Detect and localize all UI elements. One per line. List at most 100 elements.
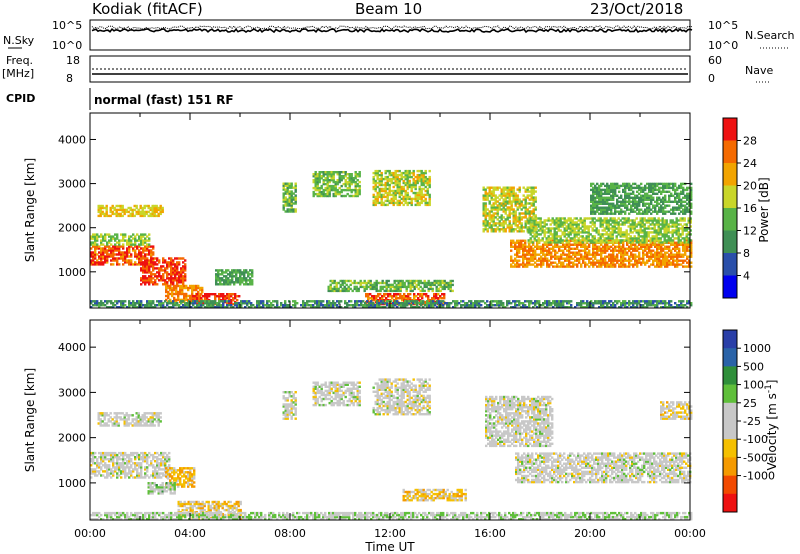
power-region bbox=[312, 171, 361, 198]
velocity-region bbox=[312, 381, 361, 407]
date-title: 23/Oct/2018 bbox=[590, 0, 683, 18]
nsearch-label: N.Search bbox=[745, 29, 795, 42]
power-colorbar-swatch bbox=[723, 118, 737, 141]
power-colorbar-label: Power [dB] bbox=[757, 177, 771, 242]
power-colorbar-tick-label: 8 bbox=[743, 247, 750, 260]
power-ylabel: Slant Range [km] bbox=[23, 158, 37, 262]
power-colorbar-swatch bbox=[723, 163, 737, 186]
velocity-colorbar-tick-label: -100 bbox=[743, 433, 768, 446]
velocity-region bbox=[660, 401, 693, 420]
velocity-y-axis: 1000 2000 3000 4000 bbox=[58, 341, 690, 490]
nave-label: Nave bbox=[745, 64, 773, 77]
nsearch-tick-high: 10^5 bbox=[708, 19, 738, 32]
power-heatmap bbox=[90, 169, 693, 309]
velocity-colorbar-swatch bbox=[723, 421, 737, 440]
power-region bbox=[90, 233, 151, 246]
power-region bbox=[282, 182, 297, 213]
x-tick-label: 04:00 bbox=[174, 527, 206, 540]
freq-label: Freq. bbox=[6, 54, 33, 67]
velocity-colorbar-swatch bbox=[723, 457, 737, 476]
velocity-region bbox=[90, 511, 693, 521]
velocity-colorbar-tick-label: -25 bbox=[743, 415, 761, 428]
freq-frame bbox=[89, 55, 691, 83]
velocity-region bbox=[97, 412, 162, 427]
velocity-region bbox=[402, 488, 467, 502]
power-ytick-label: 3000 bbox=[58, 178, 86, 191]
power-y-axis: 1000 2000 3000 4000 bbox=[58, 133, 690, 279]
freq-unit-label: [MHz] bbox=[2, 67, 34, 80]
power-colorbar-tick-label: 12 bbox=[743, 225, 757, 238]
velocity-frame bbox=[89, 319, 691, 521]
nsearch-tick-low: 10^0 bbox=[708, 39, 738, 52]
nsky-trace-line bbox=[91, 27, 693, 34]
velocity-colorbar-tick-label: 100 bbox=[743, 379, 764, 392]
nsearch-trace-line bbox=[91, 25, 692, 30]
power-colorbar-tick-label: 20 bbox=[743, 180, 757, 193]
velocity-colorbar-swatch bbox=[723, 366, 737, 385]
velocity-colorbar-swatch bbox=[723, 402, 737, 422]
nsky-tick-low: 10^0 bbox=[52, 39, 82, 52]
power-colorbar-tick-label: 4 bbox=[743, 270, 750, 283]
velocity-ytick-label: 3000 bbox=[58, 386, 86, 399]
x-tick-label: 12:00 bbox=[374, 527, 406, 540]
velocity-colorbar-swatch bbox=[723, 348, 737, 367]
power-colorbar-swatch bbox=[723, 230, 737, 254]
nsky-label: N.Sky bbox=[3, 34, 35, 47]
velocity-colorbar-swatch bbox=[723, 439, 737, 458]
x-tick-label: 16:00 bbox=[474, 527, 506, 540]
cpid-text: normal (fast) 151 RF bbox=[94, 93, 234, 107]
power-colorbar: 4 8 12 16 20 24 28 bbox=[722, 117, 757, 299]
power-panel: 1000 2000 3000 4000 Slant Range [km] 4 8 12 16… bbox=[23, 112, 771, 309]
power-colorbar-tick-label: 16 bbox=[743, 202, 757, 215]
nsky-frame bbox=[89, 19, 691, 51]
power-region bbox=[527, 217, 692, 244]
freq-tick-high: 18 bbox=[66, 54, 80, 67]
velocity-colorbar-swatch bbox=[723, 384, 737, 404]
freq-panel: Freq. [MHz] 18 8 60 0 Nave bbox=[2, 54, 773, 85]
x-tick-label: 00:00 bbox=[674, 527, 706, 540]
velocity-colorbar-tick-label: 1000 bbox=[743, 342, 771, 355]
velocity-heatmap bbox=[90, 378, 693, 521]
power-ytick-label: 1000 bbox=[58, 266, 86, 279]
velocity-colorbar-swatch bbox=[723, 475, 737, 495]
velocity-ylabel: Slant Range [km] bbox=[23, 368, 37, 472]
velocity-region bbox=[147, 482, 176, 495]
velocity-colorbar-tick-label: -500 bbox=[743, 451, 768, 464]
power-region bbox=[482, 186, 537, 233]
power-region bbox=[372, 169, 431, 207]
cpid-label: CPID bbox=[6, 92, 35, 105]
power-x-ticks bbox=[89, 113, 691, 308]
nsky-panel: N.Sky 10^5 10^0 10^5 10^0 N.Search bbox=[3, 19, 795, 52]
velocity-ytick-label: 4000 bbox=[58, 341, 86, 354]
velocity-region bbox=[485, 395, 554, 448]
velocity-x-axis: 00:00 04:00 08:00 12:00 16:00 20:00 00:00 bbox=[74, 320, 706, 540]
nave-tick-high: 60 bbox=[708, 54, 722, 67]
power-colorbar-swatch bbox=[723, 275, 737, 299]
velocity-region bbox=[90, 451, 171, 479]
x-tick-label: 08:00 bbox=[274, 527, 306, 540]
power-region bbox=[215, 269, 254, 286]
velocity-region bbox=[515, 452, 692, 484]
power-colorbar-tick-label: 28 bbox=[743, 135, 757, 148]
nsky-tick-high: 10^5 bbox=[52, 19, 82, 32]
power-region bbox=[327, 279, 454, 293]
freq-tick-low: 8 bbox=[66, 72, 73, 85]
power-colorbar-swatch bbox=[723, 253, 737, 276]
power-region bbox=[590, 182, 693, 215]
velocity-region bbox=[372, 378, 431, 416]
beam-title: Beam 10 bbox=[355, 0, 422, 18]
velocity-colorbar-tick-label: -1000 bbox=[743, 470, 775, 483]
nsky-trace bbox=[91, 25, 693, 34]
power-colorbar-swatch bbox=[723, 140, 737, 164]
nave-tick-low: 0 bbox=[708, 72, 715, 85]
x-tick-label: 20:00 bbox=[574, 527, 606, 540]
power-ytick-label: 2000 bbox=[58, 222, 86, 235]
power-colorbar-swatch bbox=[723, 185, 737, 209]
power-colorbar-swatch bbox=[723, 208, 737, 231]
velocity-colorbar: 1000 500 100 25 -25 -100 -500 -1000 bbox=[722, 329, 775, 513]
power-region bbox=[510, 239, 693, 268]
power-region bbox=[90, 300, 693, 309]
velocity-colorbar-swatch bbox=[723, 493, 737, 513]
x-axis-label: Time UT bbox=[364, 540, 415, 554]
power-ytick-label: 4000 bbox=[58, 133, 86, 146]
